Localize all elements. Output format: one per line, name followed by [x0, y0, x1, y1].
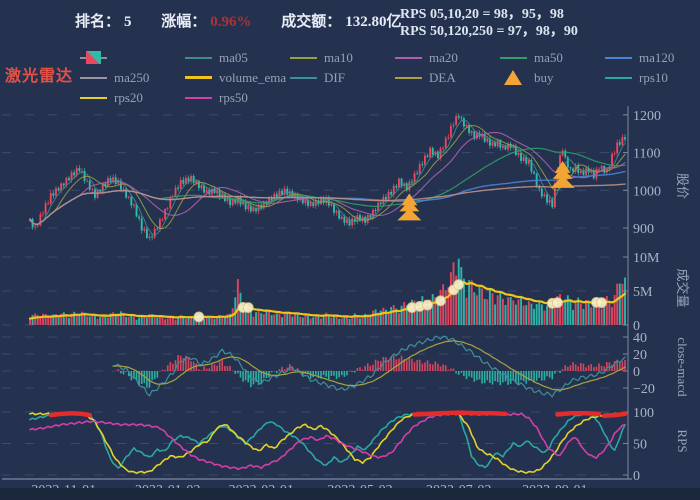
- legend-label: rps10: [639, 70, 668, 85]
- legend-item-DEA: DEA: [395, 68, 500, 88]
- legend-label: rps50: [219, 90, 248, 105]
- svg-text:0: 0: [633, 365, 640, 380]
- legend-label: ma05: [219, 50, 248, 65]
- change-value: 0.96%: [210, 14, 252, 30]
- legend-item-ma120: ma120: [605, 48, 700, 68]
- svg-text:50: 50: [633, 438, 647, 453]
- turnover-label: 成交额：: [281, 14, 342, 30]
- volume_ema-swatch-icon: [185, 71, 212, 85]
- header-bar: 排名： 5 涨幅： 0.96% 成交额： 132.80亿: [75, 10, 428, 31]
- buy-swatch-icon: [500, 70, 527, 85]
- svg-text:100: 100: [633, 406, 654, 421]
- legend-label: rps20: [114, 90, 143, 105]
- legend-label: volume_ema: [219, 70, 287, 85]
- ma120-swatch-icon: [605, 51, 632, 65]
- legend-item-ma20: ma20: [395, 48, 500, 68]
- legend-item-rps50: rps50: [185, 88, 290, 108]
- turnover-stat: 成交额： 132.80亿: [281, 14, 401, 30]
- rps-summary-line1: RPS 05,10,20 = 98，95，98: [400, 7, 564, 22]
- legend-label: DEA: [429, 70, 456, 85]
- legend-item-buy: buy: [500, 68, 605, 88]
- legend-item-rps10: rps10: [605, 68, 700, 88]
- ma50-swatch-icon: [500, 51, 527, 65]
- rps50-swatch-icon: [185, 91, 212, 105]
- rps-summary: RPS 05,10,20 = 98，95，98 RPS 50,120,250 =…: [400, 6, 578, 40]
- svg-text:1000: 1000: [633, 184, 661, 199]
- rps20-swatch-icon: [80, 91, 107, 105]
- DIF-swatch-icon: [290, 71, 317, 85]
- svg-text:900: 900: [633, 222, 654, 237]
- rank-value: 5: [124, 14, 132, 30]
- bottom-strip: [0, 488, 700, 500]
- volume-ema-line: [28, 281, 627, 320]
- DEA-swatch-icon: [395, 71, 422, 85]
- legend-item-ma250: ma250: [80, 68, 185, 88]
- svg-text:1200: 1200: [633, 109, 661, 124]
- legend-item-ma10: ma10: [290, 48, 395, 68]
- macd-panel: [112, 335, 626, 398]
- rps-panel: [29, 411, 626, 475]
- svg-text:股价: 股价: [675, 173, 690, 199]
- legend-label: ma120: [639, 50, 675, 65]
- svg-text:0: 0: [633, 319, 640, 334]
- svg-text:10M: 10M: [633, 251, 660, 266]
- legend-item-DIF: DIF: [290, 68, 395, 88]
- rank-label: 排名：: [75, 14, 121, 30]
- legend-item-ma50: ma50: [500, 48, 605, 68]
- ma05-swatch-icon: [185, 51, 212, 65]
- candlestick-series: [29, 113, 626, 241]
- legend-label: buy: [534, 70, 554, 85]
- ma-lines: [29, 120, 626, 235]
- rps-red-highlight-band: [48, 410, 628, 419]
- svg-text:20: 20: [633, 348, 647, 363]
- legend-label: ma50: [534, 50, 563, 65]
- ma250-swatch-icon: [80, 71, 107, 85]
- candles-swatch-icon: [80, 51, 107, 65]
- legend-label: ma10: [324, 50, 353, 65]
- legend-item-rps20: rps20: [80, 88, 185, 108]
- svg-text:0: 0: [633, 469, 640, 484]
- buy-markers: [397, 160, 575, 221]
- axes: [2, 106, 632, 480]
- legend-item-ma05: ma05: [185, 48, 290, 68]
- change-label: 涨幅：: [161, 14, 207, 30]
- svg-text:−20: −20: [633, 382, 655, 397]
- ma20-swatch-icon: [395, 51, 422, 65]
- legend-item-candles: [80, 48, 185, 68]
- ma10-swatch-icon: [290, 51, 317, 65]
- axis-tick-labels: 90010001100120005M10M−2002040050100股价成交量…: [633, 109, 690, 484]
- turnover-value: 132.80亿: [345, 14, 402, 30]
- sector-title: 激光雷达: [5, 68, 74, 85]
- svg-text:close-macd: close-macd: [675, 337, 690, 397]
- svg-text:成交量: 成交量: [675, 268, 690, 307]
- svg-text:40: 40: [633, 331, 647, 346]
- svg-text:1100: 1100: [633, 147, 660, 162]
- svg-text:RPS: RPS: [675, 429, 690, 452]
- volume-highlight-circles: [193, 279, 608, 323]
- legend-item-volume_ema: volume_ema: [185, 68, 290, 88]
- legend: ma05 ma10 ma20 ma50 ma120 ma250 volume_ema DIF D…: [80, 48, 700, 108]
- rps-summary-line2: RPS 50,120,250 = 97，98，90: [400, 24, 578, 39]
- legend-label: DIF: [324, 70, 345, 85]
- rps10-swatch-icon: [605, 71, 632, 85]
- rank-stat: 排名： 5: [75, 14, 132, 30]
- legend-label: ma250: [114, 70, 150, 85]
- change-stat: 涨幅： 0.96%: [161, 14, 251, 30]
- svg-text:5M: 5M: [633, 285, 653, 300]
- legend-label: ma20: [429, 50, 458, 65]
